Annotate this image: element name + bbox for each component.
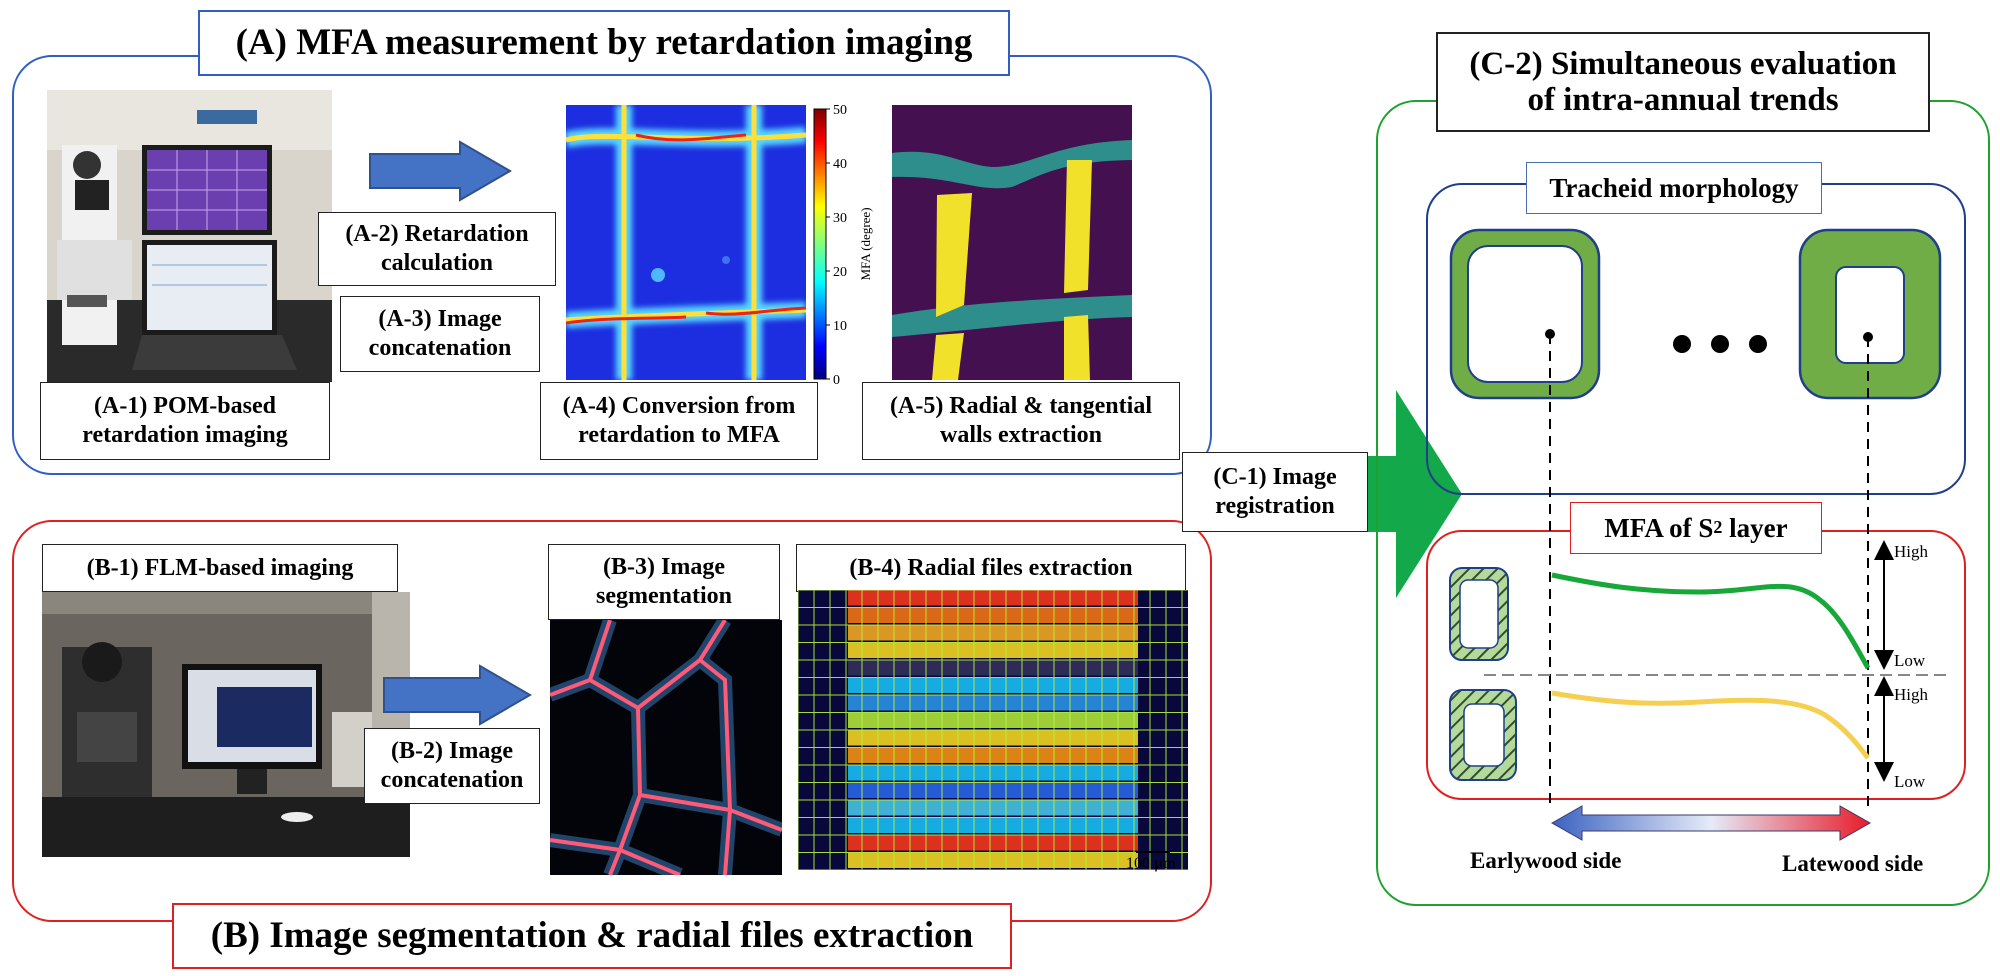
label-b4: (B-4) Radial files extraction bbox=[796, 544, 1186, 592]
radial-file-band bbox=[848, 765, 1138, 781]
panel-b-title: (B) Image segmentation & radial files ex… bbox=[172, 903, 1012, 969]
radial-files-image bbox=[798, 590, 1188, 870]
colorbar-tick-label: 20 bbox=[833, 265, 847, 280]
radial-file-band bbox=[848, 747, 1138, 763]
high-label-lower: High bbox=[1894, 685, 1928, 704]
flm-microscope-photo bbox=[42, 592, 410, 857]
colorbar-tick-label: 30 bbox=[833, 211, 847, 226]
low-label-lower: Low bbox=[1894, 772, 1926, 791]
radial-file-band bbox=[848, 852, 1138, 868]
colorbar-tick-label: 50 bbox=[833, 105, 847, 118]
radial-file-band bbox=[848, 590, 1138, 606]
radial-file-band bbox=[848, 695, 1138, 711]
radial-file-band bbox=[848, 782, 1138, 798]
radial-file-band bbox=[848, 730, 1138, 746]
low-label-upper: Low bbox=[1894, 651, 1926, 670]
radial-file-band bbox=[848, 607, 1138, 623]
radial-file-band bbox=[848, 625, 1138, 641]
colorbar-axis-label: MFA (degree) bbox=[858, 207, 873, 280]
colorbar-tick-label: 10 bbox=[833, 319, 847, 334]
radial-file-band bbox=[848, 660, 1138, 676]
panel-c2-title: (C-2) Simultaneous evaluation of intra-a… bbox=[1436, 32, 1930, 132]
label-a2: (A-2) Retardation calculation bbox=[318, 212, 556, 286]
ellipsis-dot bbox=[1711, 335, 1729, 353]
radial-file-band bbox=[848, 677, 1138, 693]
label-a3: (A-3) Image concatenation bbox=[340, 296, 540, 372]
mfa-curve-lower bbox=[1551, 690, 1870, 760]
label-b2: (B-2) Image concatenation bbox=[364, 728, 540, 804]
radial-file-band bbox=[848, 712, 1138, 728]
mfa-colorbar: 50 40 30 20 10 0 MFA (degree) bbox=[813, 105, 873, 388]
arrow-b bbox=[383, 664, 532, 726]
pom-microscope-photo bbox=[47, 90, 332, 382]
earlywood-latewood-arrow bbox=[1550, 805, 1872, 841]
panel-a-title: (A) MFA measurement by retardation imagi… bbox=[198, 10, 1010, 76]
segmentation-image bbox=[550, 620, 782, 875]
colorbar-tick-label: 0 bbox=[833, 373, 840, 388]
label-b3: (B-3) Image segmentation bbox=[548, 544, 780, 620]
registration-arrow bbox=[1368, 390, 1462, 598]
label-b1: (B-1) FLM-based imaging bbox=[42, 544, 398, 592]
wall-extraction-image bbox=[892, 105, 1132, 380]
latewood-side-label: Latewood side bbox=[1782, 851, 1924, 876]
radial-file-band bbox=[848, 642, 1138, 658]
radial-file-band bbox=[848, 835, 1138, 851]
high-label-upper: High bbox=[1894, 542, 1928, 561]
label-c1: (C-1) Image registration bbox=[1182, 452, 1368, 532]
mfa-curve-upper bbox=[1551, 572, 1871, 670]
scale-bar-label: 100 µm bbox=[1126, 855, 1176, 872]
ellipsis-dot bbox=[1673, 335, 1691, 353]
colorbar-tick-label: 40 bbox=[833, 157, 847, 172]
label-a1: (A-1) POM-based retardation imaging bbox=[40, 382, 330, 460]
label-a5: (A-5) Radial & tangential walls extracti… bbox=[862, 382, 1180, 460]
label-a4: (A-4) Conversion from retardation to MFA bbox=[540, 382, 818, 460]
radial-file-band bbox=[848, 800, 1138, 816]
panel-c-drawing bbox=[1449, 228, 1952, 841]
earlywood-side-label: Earlywood side bbox=[1470, 848, 1622, 873]
arrow-a bbox=[369, 140, 512, 202]
radial-file-band bbox=[848, 817, 1138, 833]
ellipsis-dot bbox=[1749, 335, 1767, 353]
mfa-map-image bbox=[566, 105, 806, 380]
tracheid-title: Tracheid morphology bbox=[1526, 162, 1822, 214]
